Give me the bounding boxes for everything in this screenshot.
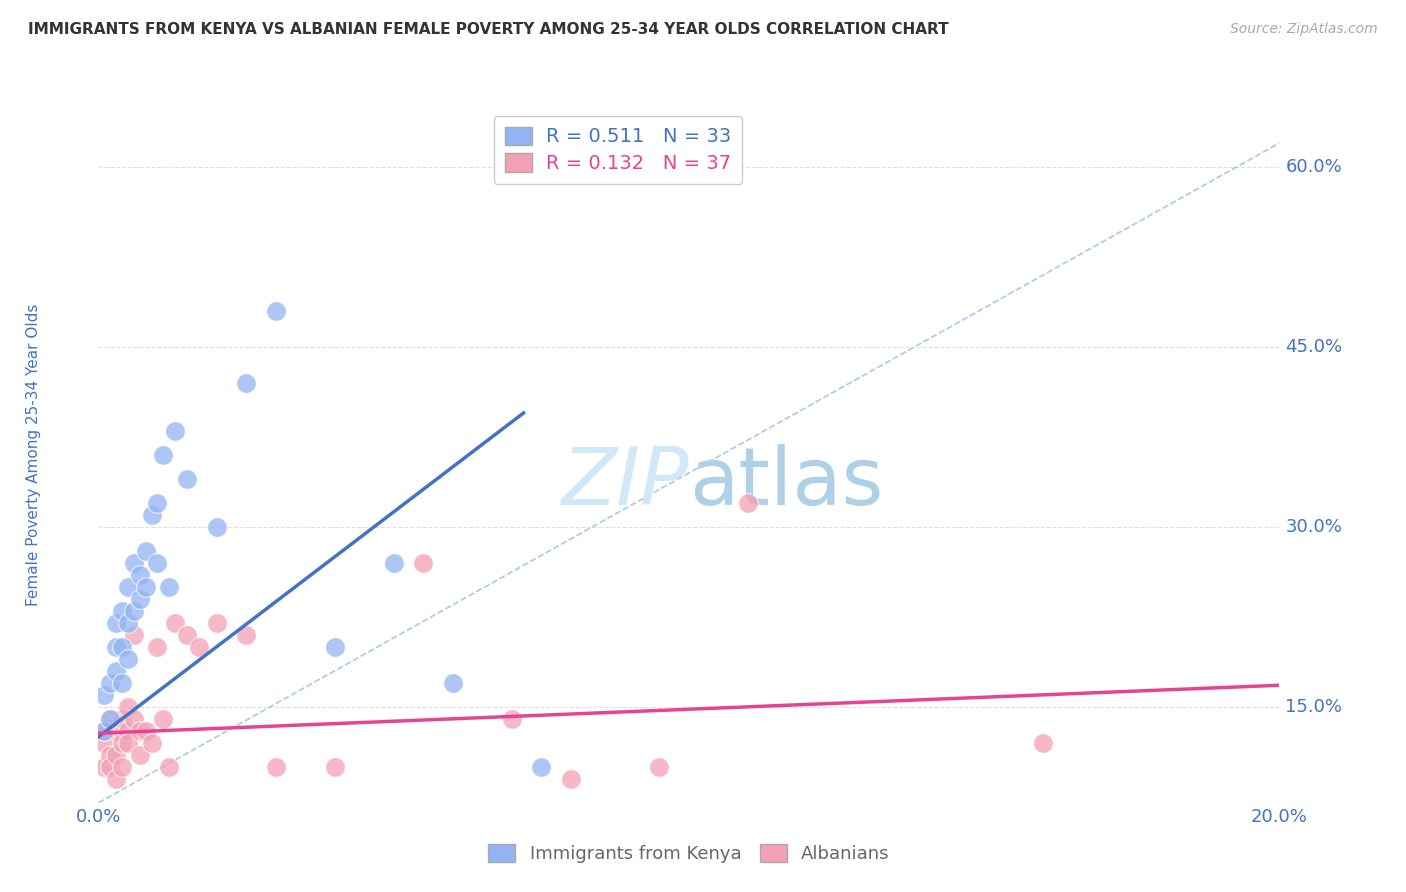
Point — [152, 448, 174, 462]
Point — [441, 676, 464, 690]
Point — [117, 723, 139, 738]
Point — [323, 640, 346, 654]
Point — [152, 712, 174, 726]
Point — [737, 496, 759, 510]
Point — [141, 736, 163, 750]
Point — [560, 772, 582, 786]
Point — [323, 760, 346, 774]
Point — [98, 676, 121, 690]
Point — [111, 760, 134, 774]
Point — [105, 615, 128, 630]
Point — [1032, 736, 1054, 750]
Text: IMMIGRANTS FROM KENYA VS ALBANIAN FEMALE POVERTY AMONG 25-34 YEAR OLDS CORRELATI: IMMIGRANTS FROM KENYA VS ALBANIAN FEMALE… — [28, 22, 949, 37]
Text: atlas: atlas — [689, 443, 883, 522]
Point — [205, 615, 228, 630]
Point — [187, 640, 209, 654]
Point — [111, 640, 134, 654]
Point — [111, 736, 134, 750]
Point — [105, 640, 128, 654]
Point — [122, 556, 145, 570]
Point — [501, 712, 523, 726]
Point — [146, 496, 169, 510]
Point — [98, 712, 121, 726]
Point — [176, 472, 198, 486]
Point — [157, 760, 180, 774]
Point — [111, 712, 134, 726]
Point — [146, 640, 169, 654]
Text: 15.0%: 15.0% — [1285, 698, 1343, 716]
Point — [264, 304, 287, 318]
Point — [135, 580, 157, 594]
Point — [165, 615, 187, 630]
Point — [382, 556, 405, 570]
Point — [98, 760, 121, 774]
Point — [122, 604, 145, 618]
Point — [157, 580, 180, 594]
Point — [93, 723, 115, 738]
Legend: Immigrants from Kenya, Albanians: Immigrants from Kenya, Albanians — [481, 837, 897, 871]
Point — [93, 760, 115, 774]
Point — [128, 591, 150, 606]
Point — [128, 567, 150, 582]
Point — [105, 723, 128, 738]
Point — [128, 723, 150, 738]
Point — [128, 747, 150, 762]
Text: Source: ZipAtlas.com: Source: ZipAtlas.com — [1230, 22, 1378, 37]
Point — [93, 736, 115, 750]
Point — [205, 520, 228, 534]
Point — [105, 664, 128, 678]
Point — [117, 580, 139, 594]
Point — [117, 615, 139, 630]
Point — [648, 760, 671, 774]
Point — [141, 508, 163, 522]
Point — [117, 736, 139, 750]
Point — [146, 556, 169, 570]
Point — [93, 688, 115, 702]
Point — [135, 723, 157, 738]
Point — [122, 628, 145, 642]
Point — [165, 424, 187, 438]
Point — [135, 544, 157, 558]
Point — [235, 376, 257, 390]
Point — [176, 628, 198, 642]
Point — [264, 760, 287, 774]
Point — [105, 747, 128, 762]
Point — [111, 676, 134, 690]
Point — [98, 747, 121, 762]
Point — [117, 699, 139, 714]
Point — [235, 628, 257, 642]
Text: 30.0%: 30.0% — [1285, 518, 1343, 536]
Text: 60.0%: 60.0% — [1285, 158, 1343, 176]
Text: ZIP: ZIP — [561, 443, 689, 522]
Point — [93, 723, 115, 738]
Point — [105, 772, 128, 786]
Point — [117, 652, 139, 666]
Text: Female Poverty Among 25-34 Year Olds: Female Poverty Among 25-34 Year Olds — [25, 304, 41, 606]
Point — [111, 604, 134, 618]
Point — [412, 556, 434, 570]
Point — [530, 760, 553, 774]
Text: 45.0%: 45.0% — [1285, 338, 1343, 356]
Point — [98, 712, 121, 726]
Point — [122, 712, 145, 726]
